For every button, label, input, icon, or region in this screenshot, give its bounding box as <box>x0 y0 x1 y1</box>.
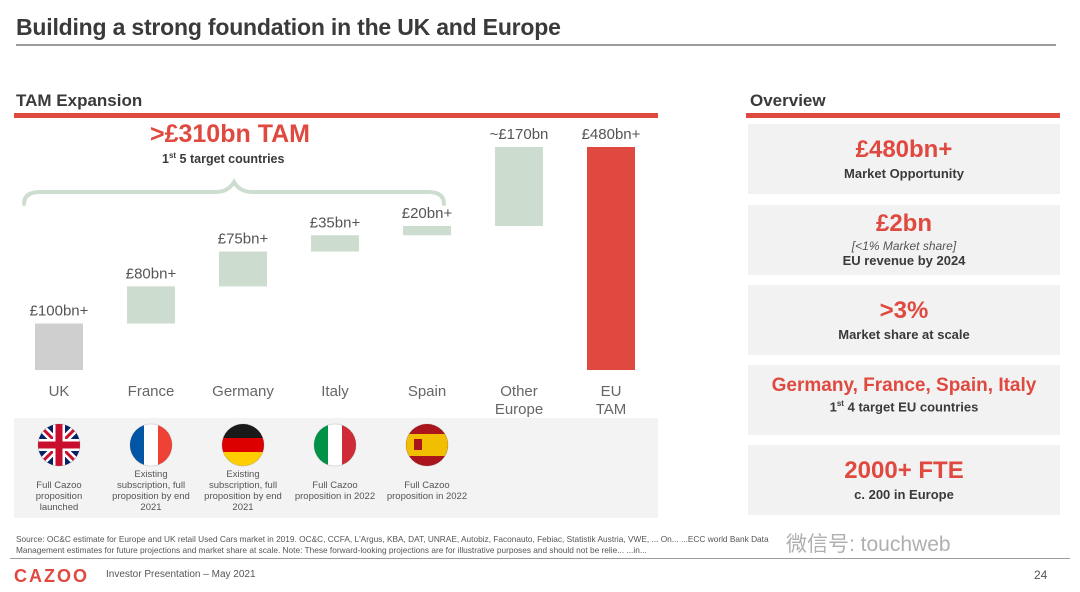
tam-section-title: TAM Expansion <box>16 91 143 110</box>
overview-note: [<1% Market share] <box>851 239 957 253</box>
tam-section-rule <box>14 113 658 118</box>
source-line: Source: OC&C estimate for Europe and UK … <box>16 534 769 544</box>
overview-card-market-opportunity: £480bn+ Market Opportunity <box>748 124 1060 194</box>
bar-eu-tam <box>587 147 635 370</box>
overview-value: £2bn <box>875 210 932 237</box>
flags-panel <box>14 418 658 518</box>
first-five-countries-brace <box>22 178 446 206</box>
overview-card-eu-revenue: £2bn [<1% Market share] EU revenue by 20… <box>748 205 1060 275</box>
bar-france <box>127 286 175 324</box>
overview-label: 1st 4 target EU countries <box>829 399 979 415</box>
overview-card-target-countries: Germany, France, Spain, Italy 1st 4 targ… <box>748 365 1060 435</box>
presentation-label: Investor Presentation – May 2021 <box>106 569 256 580</box>
bar-spain <box>403 225 451 236</box>
footer-divider <box>10 558 1070 559</box>
overview-label: c. 200 in Europe <box>854 487 954 502</box>
category-label: Italy <box>321 383 349 400</box>
overview-label: Market share at scale <box>838 327 970 342</box>
bar-italy <box>311 235 359 252</box>
category-label: Spain <box>408 383 446 400</box>
data-label: ~£170bn <box>490 126 549 143</box>
source-note: Source: OC&C estimate for Europe and UK … <box>16 534 1036 556</box>
source-line: Management estimates for future projecti… <box>16 545 647 555</box>
category-label: France <box>128 383 175 400</box>
tam-subtitle: 1st 5 target countries <box>162 151 285 167</box>
overview-title: Overview <box>750 91 826 110</box>
overview-label: Market Opportunity <box>844 166 964 181</box>
overview-card-market-share: >3% Market share at scale <box>748 285 1060 355</box>
cazoo-logo: CAZOO <box>14 566 89 586</box>
tam-waterfall-chart: £100bn+ UK £80bn+ France £75bn+ Germany £35bn+… <box>22 126 641 418</box>
bar-uk <box>35 323 83 370</box>
overview-label: EU revenue by 2024 <box>842 253 966 268</box>
data-label: £35bn+ <box>310 214 361 231</box>
category-label: UK <box>49 383 70 400</box>
overview-section-rule <box>746 113 1060 118</box>
bar-other-europe <box>495 147 543 226</box>
tam-total-value: >£310bn TAM <box>150 120 310 148</box>
bar-germany <box>219 251 267 287</box>
data-label: £20bn+ <box>402 205 453 222</box>
category-label: Europe <box>495 401 543 418</box>
category-label: EU <box>601 383 622 400</box>
data-label: £100bn+ <box>30 303 89 320</box>
overview-card-fte: 2000+ FTE c. 200 in Europe <box>748 445 1060 515</box>
page-title: Building a strong foundation in the UK a… <box>16 14 561 40</box>
overview-value: >3% <box>879 297 929 324</box>
overview-value: Germany, France, Spain, Italy <box>771 375 1037 396</box>
data-label: £80bn+ <box>126 265 177 282</box>
watermark-text: 微信号: touchweb <box>786 533 951 556</box>
page-number: 24 <box>1034 568 1048 582</box>
category-label: TAM <box>596 401 627 418</box>
category-label: Other <box>500 383 538 400</box>
data-label: £480bn+ <box>582 126 641 143</box>
overview-value: £480bn+ <box>855 136 953 163</box>
overview-value: 2000+ FTE <box>844 457 964 484</box>
data-label: £75bn+ <box>218 231 269 248</box>
title-divider <box>16 44 1056 46</box>
category-label: Germany <box>212 383 274 400</box>
